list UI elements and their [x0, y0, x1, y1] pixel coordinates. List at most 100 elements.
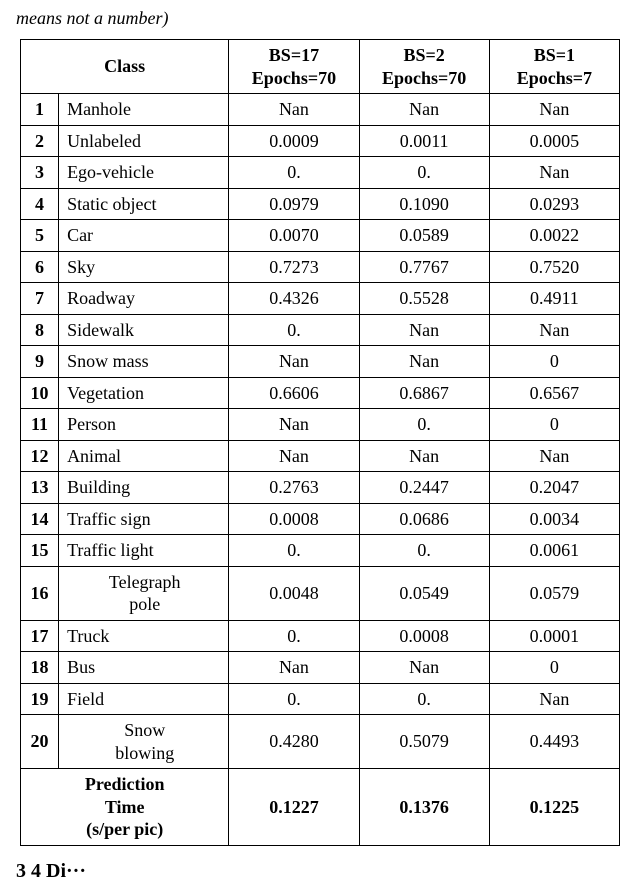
- row-v2: 0.: [359, 157, 489, 189]
- row-v1: Nan: [229, 652, 359, 684]
- table-row: 6Sky0.72730.77670.7520: [21, 251, 620, 283]
- table-row: 3Ego-vehicle0.0.Nan: [21, 157, 620, 189]
- row-class: Telegraphpole: [59, 566, 229, 620]
- row-class: Animal: [59, 440, 229, 472]
- row-index: 12: [21, 440, 59, 472]
- row-v2: 0.7767: [359, 251, 489, 283]
- footer-label-l1: Prediction: [27, 773, 222, 796]
- footer-v1: 0.1227: [229, 769, 359, 846]
- table-row: 11PersonNan0.0: [21, 409, 620, 441]
- row-class: Sky: [59, 251, 229, 283]
- row-v1: 0.0979: [229, 188, 359, 220]
- col-header-bs2-l1: BS=2: [366, 44, 483, 67]
- row-index: 4: [21, 188, 59, 220]
- footer-label-l3: (s/per pic): [27, 818, 222, 841]
- table-row: 4Static object0.09790.10900.0293: [21, 188, 620, 220]
- row-class: Snow mass: [59, 346, 229, 378]
- row-v2: 0.: [359, 535, 489, 567]
- col-header-bs17: BS=17 Epochs=70: [229, 40, 359, 94]
- row-v2: 0.0011: [359, 125, 489, 157]
- results-table: Class BS=17 Epochs=70 BS=2 Epochs=70 BS=…: [20, 39, 620, 846]
- col-header-bs17-l1: BS=17: [235, 44, 352, 67]
- row-index: 6: [21, 251, 59, 283]
- row-v3: 0: [489, 346, 619, 378]
- table-row: 12AnimalNanNanNan: [21, 440, 620, 472]
- row-class: Unlabeled: [59, 125, 229, 157]
- row-class: Static object: [59, 188, 229, 220]
- row-index: 8: [21, 314, 59, 346]
- footer-label-l2: Time: [27, 796, 222, 819]
- row-v3: 0.4911: [489, 283, 619, 315]
- row-class-l2: pole: [67, 593, 222, 616]
- row-index: 7: [21, 283, 59, 315]
- row-index: 18: [21, 652, 59, 684]
- row-class-l1: Telegraph: [67, 571, 222, 594]
- table-row: 13Building0.27630.24470.2047: [21, 472, 620, 504]
- row-v3: 0.0061: [489, 535, 619, 567]
- row-v3: 0.7520: [489, 251, 619, 283]
- row-v3: 0.6567: [489, 377, 619, 409]
- row-v2: Nan: [359, 652, 489, 684]
- table-row: 9Snow massNanNan0: [21, 346, 620, 378]
- table-row: 14Traffic sign0.00080.06860.0034: [21, 503, 620, 535]
- row-v1: Nan: [229, 94, 359, 126]
- table-row: 7Roadway0.43260.55280.4911: [21, 283, 620, 315]
- table-row: 15Traffic light0.0.0.0061: [21, 535, 620, 567]
- table-row: 19Field0.0.Nan: [21, 683, 620, 715]
- table-row: 16Telegraphpole0.00480.05490.0579: [21, 566, 620, 620]
- col-header-bs1: BS=1 Epochs=7: [489, 40, 619, 94]
- row-index: 16: [21, 566, 59, 620]
- row-v3: 0.0001: [489, 620, 619, 652]
- row-v3: 0: [489, 409, 619, 441]
- row-class: Person: [59, 409, 229, 441]
- row-index: 19: [21, 683, 59, 715]
- row-index: 11: [21, 409, 59, 441]
- table-footer-row: Prediction Time (s/per pic) 0.1227 0.137…: [21, 769, 620, 846]
- row-class: Field: [59, 683, 229, 715]
- row-v3: Nan: [489, 440, 619, 472]
- table-row: 2Unlabeled0.00090.00110.0005: [21, 125, 620, 157]
- row-v2: Nan: [359, 314, 489, 346]
- row-v2: 0.0589: [359, 220, 489, 252]
- row-v1: 0.0070: [229, 220, 359, 252]
- row-v3: Nan: [489, 157, 619, 189]
- row-v2: Nan: [359, 346, 489, 378]
- row-index: 3: [21, 157, 59, 189]
- row-v3: 0.0005: [489, 125, 619, 157]
- row-class: Roadway: [59, 283, 229, 315]
- row-v2: 0.1090: [359, 188, 489, 220]
- table-header-row: Class BS=17 Epochs=70 BS=2 Epochs=70 BS=…: [21, 40, 620, 94]
- col-header-bs17-l2: Epochs=70: [235, 67, 352, 90]
- table-row: 8Sidewalk0.NanNan: [21, 314, 620, 346]
- row-v3: Nan: [489, 94, 619, 126]
- row-v2: Nan: [359, 94, 489, 126]
- footer-label: Prediction Time (s/per pic): [21, 769, 229, 846]
- table-row: 17Truck0.0.00080.0001: [21, 620, 620, 652]
- row-class: Manhole: [59, 94, 229, 126]
- col-header-bs2: BS=2 Epochs=70: [359, 40, 489, 94]
- row-v2: 0.0686: [359, 503, 489, 535]
- row-class-l1: Snow: [67, 719, 222, 742]
- col-header-bs1-l1: BS=1: [496, 44, 613, 67]
- row-v1: 0.7273: [229, 251, 359, 283]
- table-row: 1ManholeNanNanNan: [21, 94, 620, 126]
- table-row: 5Car0.00700.05890.0022: [21, 220, 620, 252]
- row-class: Truck: [59, 620, 229, 652]
- row-index: 14: [21, 503, 59, 535]
- row-v1: 0.0009: [229, 125, 359, 157]
- col-header-bs2-l2: Epochs=70: [366, 67, 483, 90]
- row-class: Snowblowing: [59, 715, 229, 769]
- row-index: 13: [21, 472, 59, 504]
- row-v1: 0.: [229, 683, 359, 715]
- row-index: 9: [21, 346, 59, 378]
- row-v3: 0: [489, 652, 619, 684]
- row-index: 2: [21, 125, 59, 157]
- footer-v3: 0.1225: [489, 769, 619, 846]
- col-header-bs1-l2: Epochs=7: [496, 67, 613, 90]
- row-index: 1: [21, 94, 59, 126]
- row-class: Vegetation: [59, 377, 229, 409]
- row-v3: 0.0293: [489, 188, 619, 220]
- row-class: Sidewalk: [59, 314, 229, 346]
- row-class-l2: blowing: [67, 742, 222, 765]
- row-v3: 0.0022: [489, 220, 619, 252]
